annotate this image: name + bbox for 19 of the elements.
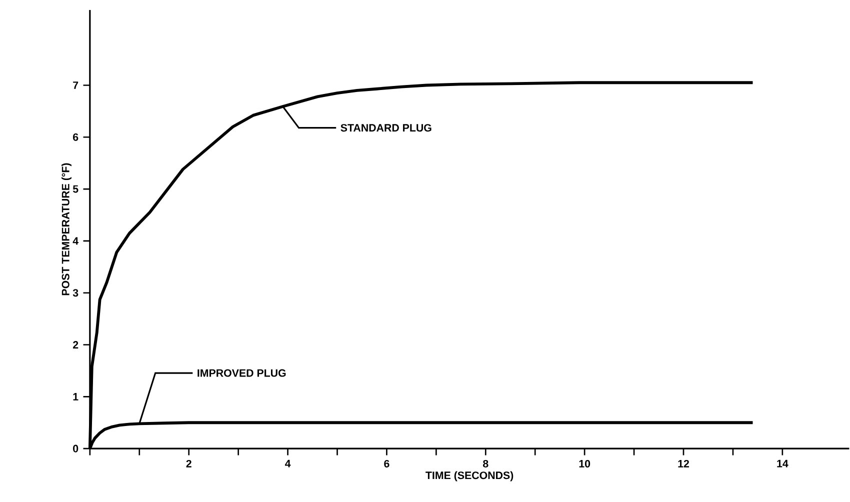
x-tick-label: 12 <box>678 460 689 468</box>
x-tick-label: 8 <box>483 460 488 468</box>
text: STANDARD PLUG <box>340 124 432 132</box>
y-tick-label: 0 <box>73 445 78 453</box>
x-tick-label: 14 <box>777 460 788 468</box>
x-tick-label: 4 <box>284 460 291 468</box>
y-tick-label: 5 <box>72 186 78 193</box>
y-tick-label: 1 <box>73 393 78 401</box>
y-tick-label: 6 <box>73 134 78 142</box>
y-tick-label: 3 <box>72 289 78 297</box>
text: IMPROVED PLUG <box>198 370 286 378</box>
x-tick-label: 2 <box>186 460 192 468</box>
y-tick-label: 7 <box>73 82 78 90</box>
y-axis-title: POST TEMPERATURE (°F) <box>62 163 72 296</box>
x-tick-label: 6 <box>384 460 390 468</box>
x-tick-label: 10 <box>579 460 590 468</box>
y-tick-label: 4 <box>72 238 78 245</box>
x-axis-title: TIME (SECONDS) <box>426 472 514 482</box>
y-tick-label: 2 <box>73 341 78 349</box>
